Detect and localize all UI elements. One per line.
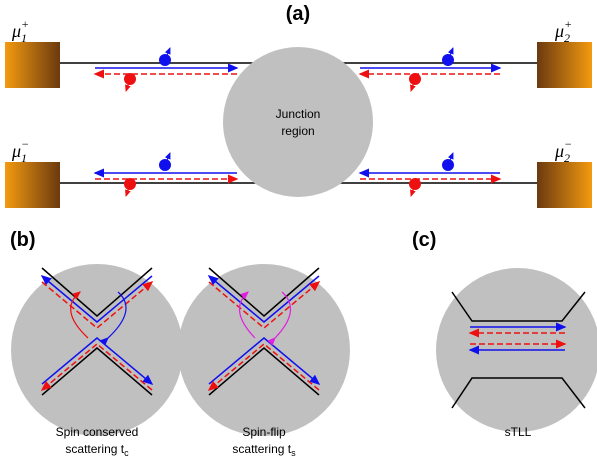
panel-label: (a) (286, 3, 310, 25)
reservoir (537, 162, 592, 208)
sup: + (564, 17, 572, 31)
reservoir (5, 162, 60, 208)
sub: s (291, 448, 296, 458)
sub: 2 (564, 31, 570, 45)
scattering-circle (11, 264, 183, 436)
figure: (a) μ1+ μ2+ μ1− μ2− Junction region (b) … (0, 0, 597, 466)
sub: 2 (564, 151, 570, 165)
panel-label: (c) (412, 229, 436, 251)
caption-text: scattering t (232, 442, 291, 456)
stll-circle (436, 268, 597, 432)
caption-text: scattering t (65, 442, 124, 456)
reservoir-label: μ1+ (11, 17, 29, 45)
sup: − (21, 137, 29, 151)
sub: 1 (21, 31, 27, 45)
mu: μ (11, 21, 21, 41)
caption: scattering tc (65, 442, 129, 458)
reservoir-label: μ2− (554, 137, 572, 165)
scattering-circle (178, 264, 350, 436)
caption: scattering ts (232, 442, 296, 458)
caption: Spin conserved (56, 425, 139, 439)
junction-label: Junction (276, 107, 321, 121)
panel-label: (b) (10, 229, 36, 251)
mu: μ (11, 141, 21, 161)
reservoir-label: μ2+ (554, 17, 572, 45)
reservoir (5, 42, 60, 88)
reservoir-label: μ1− (11, 137, 29, 165)
sup: − (564, 137, 572, 151)
caption: Spin-flip (242, 425, 286, 439)
reservoir (537, 42, 592, 88)
junction-label: region (281, 124, 314, 138)
caption: sTLL (505, 425, 532, 439)
mu: μ (554, 141, 564, 161)
sub: c (124, 448, 129, 458)
junction (223, 47, 373, 197)
sup: + (21, 17, 29, 31)
sub: 1 (21, 151, 27, 165)
mu: μ (554, 21, 564, 41)
